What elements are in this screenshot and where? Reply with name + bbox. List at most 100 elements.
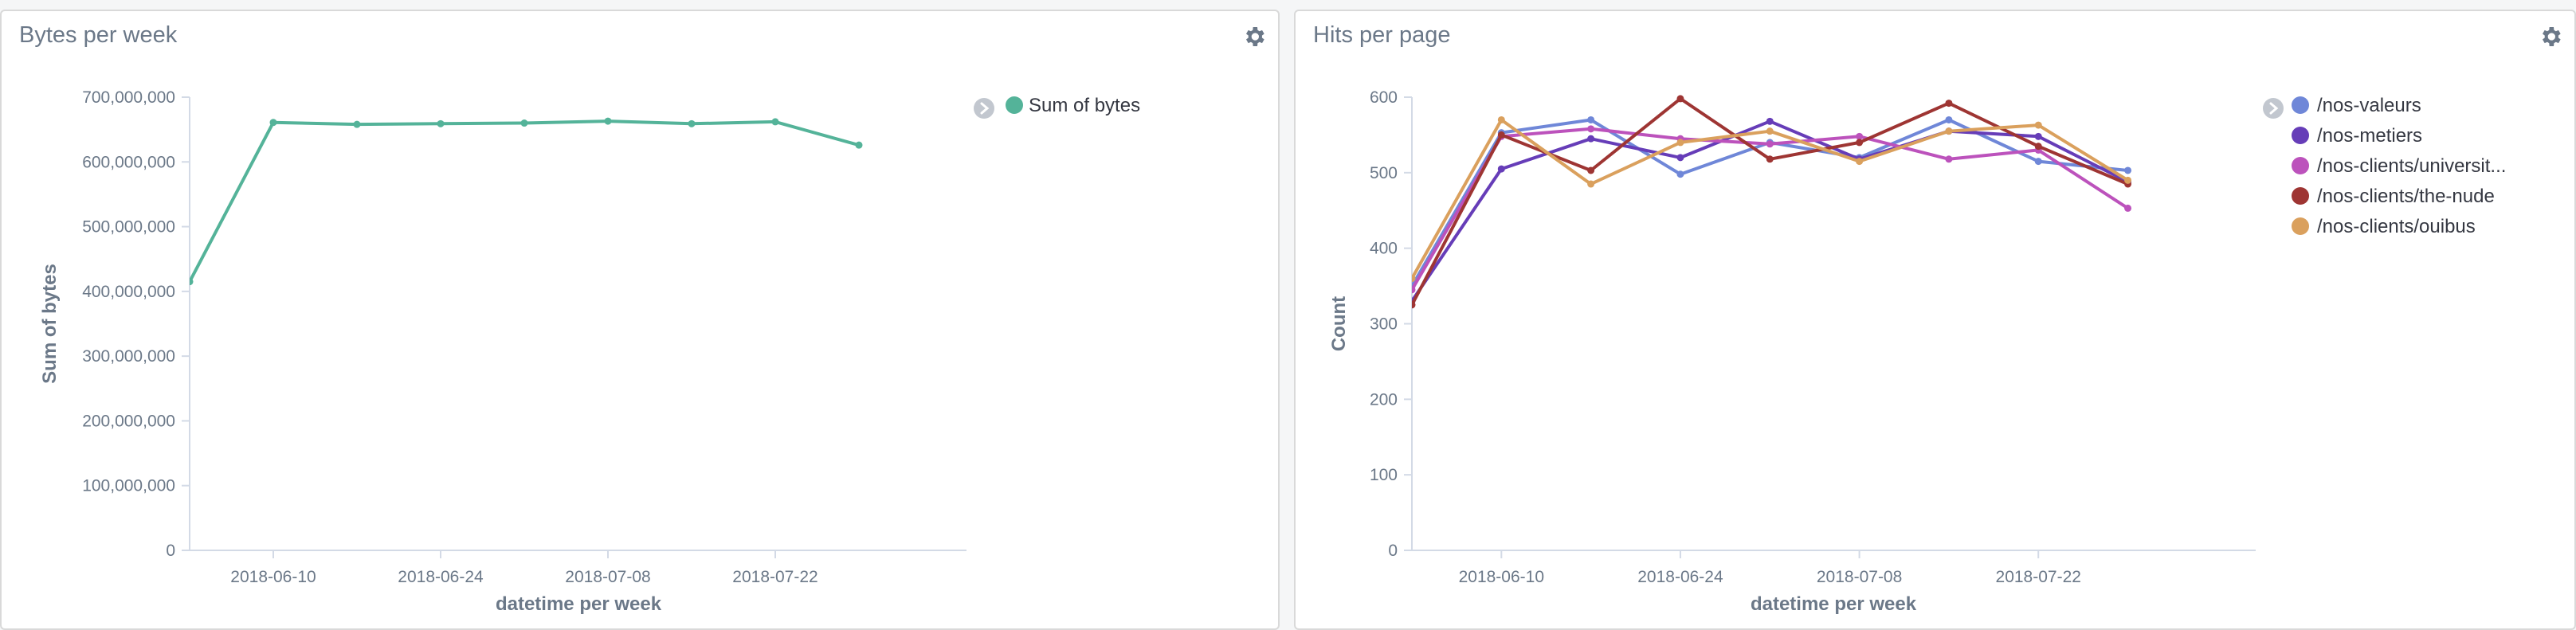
data-point[interactable]: [1945, 100, 1953, 108]
series-group: [1409, 95, 2132, 309]
y-tick-label: 600: [1370, 88, 1398, 107]
data-point[interactable]: [2124, 204, 2132, 212]
data-point[interactable]: [2034, 158, 2042, 166]
data-point[interactable]: [2124, 166, 2132, 174]
y-tick-label: 500,000,000: [82, 218, 175, 237]
y-tick-label: 100,000,000: [82, 477, 175, 495]
bytes-per-week-panel: Bytes per week 0 100,000,000 200,000,000 30…: [0, 10, 1280, 630]
legend-label[interactable]: /nos-clients/ouibus: [2317, 216, 2476, 237]
series-group: [1409, 115, 2132, 283]
data-point[interactable]: [2034, 143, 2042, 151]
chevron-right-icon[interactable]: [974, 98, 994, 119]
x-tick-label: 2018-06-10: [1459, 568, 1544, 586]
data-point[interactable]: [2034, 121, 2042, 129]
y-tick-label: 0: [166, 542, 175, 560]
y-tick-label: 200,000,000: [82, 412, 175, 430]
data-point[interactable]: [1497, 165, 1505, 173]
series-line[interactable]: [190, 119, 860, 283]
series-line[interactable]: [1412, 119, 2129, 303]
data-point[interactable]: [1409, 275, 1416, 283]
data-point[interactable]: [269, 119, 277, 127]
data-point[interactable]: [186, 278, 194, 286]
bytes-line-chart: 0 100,000,000 200,000,000 300,000,000 400,00…: [39, 88, 1140, 615]
x-tick-label: 2018-06-24: [1637, 568, 1723, 586]
data-point[interactable]: [1766, 155, 1774, 163]
legend-swatch: [2292, 187, 2309, 205]
data-point[interactable]: [353, 120, 361, 128]
data-point[interactable]: [1676, 154, 1684, 162]
y-tick-label: 600,000,000: [82, 153, 175, 171]
legend-label[interactable]: /nos-clients/the-nude: [2317, 186, 2495, 207]
data-point[interactable]: [1856, 132, 1864, 140]
data-point[interactable]: [1945, 115, 1953, 123]
data-point[interactable]: [520, 119, 528, 127]
data-point[interactable]: [1587, 125, 1595, 133]
y-tick-label: 200: [1370, 390, 1398, 409]
data-point[interactable]: [1676, 95, 1684, 103]
data-point[interactable]: [2034, 132, 2042, 140]
data-point[interactable]: [1497, 131, 1505, 139]
data-point[interactable]: [1676, 170, 1684, 178]
data-point[interactable]: [1945, 127, 1953, 135]
data-point[interactable]: [1766, 117, 1774, 125]
data-point[interactable]: [1497, 115, 1505, 123]
legend-label[interactable]: /nos-valeurs: [2317, 95, 2421, 116]
hits-per-page-panel: Hits per page 0 100 200 300 400 500 600 2018-06…: [1294, 10, 2576, 630]
x-tick-label: 2018-07-08: [565, 568, 650, 586]
y-tick-label: 100: [1370, 466, 1398, 484]
panel-title: Bytes per week: [19, 22, 178, 48]
y-tick-label: 700,000,000: [82, 88, 175, 107]
gear-icon[interactable]: [1241, 24, 1267, 49]
legend-label[interactable]: /nos-clients/universit...: [2317, 155, 2506, 177]
series-line[interactable]: [1412, 127, 2129, 291]
data-point[interactable]: [688, 119, 696, 127]
data-point[interactable]: [1856, 158, 1864, 166]
y-tick-label: 300: [1370, 315, 1398, 334]
y-tick-label: 400: [1370, 240, 1398, 258]
legend-swatch: [2292, 157, 2309, 174]
series-group: [186, 117, 863, 286]
y-tick-label: 0: [1388, 542, 1398, 560]
legend-swatch: [2292, 217, 2309, 235]
legend-label[interactable]: Sum of bytes: [1029, 95, 1140, 116]
series-group: [1409, 125, 2132, 294]
panel-title: Hits per page: [1313, 22, 1451, 48]
y-tick-label: 400,000,000: [82, 283, 175, 301]
gear-icon[interactable]: [2538, 24, 2563, 49]
data-point[interactable]: [437, 119, 445, 127]
x-tick-label: 2018-07-22: [1996, 568, 2081, 586]
x-tick-label: 2018-07-08: [1817, 568, 1902, 586]
chevron-right-icon-glyph: [980, 102, 990, 115]
y-tick-label: 500: [1370, 164, 1398, 182]
data-point[interactable]: [1409, 286, 1416, 294]
data-point[interactable]: [1856, 139, 1864, 147]
data-point[interactable]: [1587, 135, 1595, 143]
data-point[interactable]: [771, 118, 779, 126]
data-point[interactable]: [1587, 166, 1595, 174]
data-point[interactable]: [1587, 180, 1595, 188]
data-point[interactable]: [1676, 139, 1684, 147]
legend-swatch: [1006, 96, 1023, 114]
x-axis-title: datetime per week: [496, 593, 662, 615]
x-tick-label: 2018-06-24: [398, 568, 484, 586]
data-point[interactable]: [1587, 115, 1595, 123]
y-axis-title: Count: [1328, 296, 1350, 351]
data-point[interactable]: [604, 117, 612, 125]
y-axis-title: Sum of bytes: [39, 264, 61, 384]
legend-swatch: [2292, 96, 2309, 114]
x-tick-label: 2018-07-22: [732, 568, 817, 586]
x-axis-title: datetime per week: [1751, 593, 1917, 615]
y-tick-label: 300,000,000: [82, 347, 175, 366]
chevron-right-icon[interactable]: [2263, 98, 2284, 119]
legend-swatch: [2292, 127, 2309, 144]
legend-label[interactable]: /nos-metiers: [2317, 125, 2422, 147]
data-point[interactable]: [855, 141, 863, 149]
data-point[interactable]: [1766, 140, 1774, 148]
data-point[interactable]: [1766, 127, 1774, 135]
data-point[interactable]: [1409, 301, 1416, 309]
x-tick-label: 2018-06-10: [230, 568, 316, 586]
data-point[interactable]: [1945, 155, 1953, 163]
hits-line-chart: 0 100 200 300 400 500 600 2018-06-10 2018-06-24 2…: [1328, 88, 2506, 615]
chevron-right-icon-glyph: [2269, 102, 2279, 115]
data-point[interactable]: [2124, 176, 2132, 184]
